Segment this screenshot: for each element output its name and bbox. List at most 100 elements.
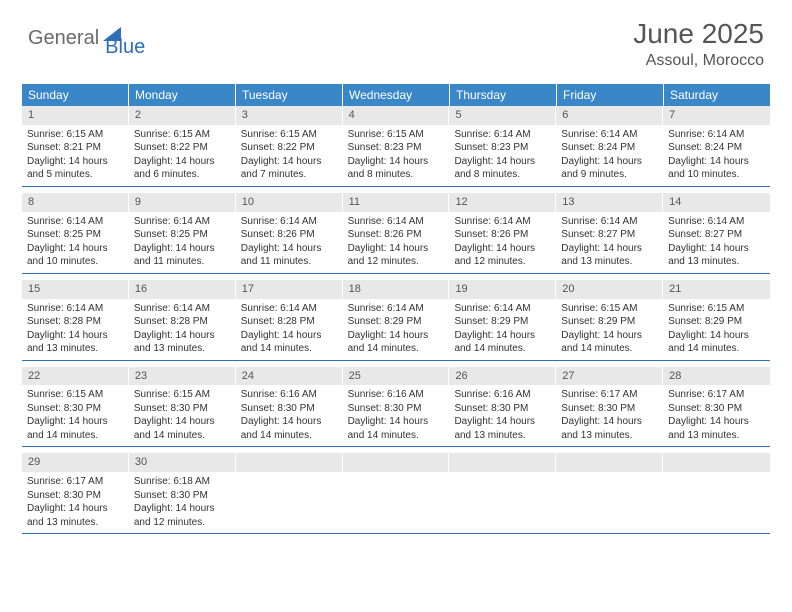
day-line: Sunset: 8:30 PM <box>241 402 338 416</box>
day-line: Daylight: 14 hours <box>348 242 445 256</box>
day-details: Sunrise: 6:14 AMSunset: 8:28 PMDaylight:… <box>22 299 129 356</box>
day-line: Daylight: 14 hours <box>134 242 231 256</box>
day-line: Sunset: 8:30 PM <box>668 402 765 416</box>
day-line: Sunset: 8:23 PM <box>348 141 445 155</box>
calendar-day: 7Sunrise: 6:14 AMSunset: 8:24 PMDaylight… <box>663 106 770 186</box>
day-line: Sunrise: 6:14 AM <box>668 215 765 229</box>
day-line: and 13 minutes. <box>134 342 231 356</box>
day-line: Sunrise: 6:14 AM <box>454 302 551 316</box>
calendar-day: 30Sunrise: 6:18 AMSunset: 8:30 PMDayligh… <box>129 453 236 533</box>
day-line: Sunrise: 6:15 AM <box>561 302 658 316</box>
day-details <box>556 472 663 475</box>
day-number: 3 <box>236 106 343 125</box>
day-details: Sunrise: 6:17 AMSunset: 8:30 PMDaylight:… <box>663 385 770 442</box>
day-line: Daylight: 14 hours <box>561 415 658 429</box>
day-line: Daylight: 14 hours <box>241 242 338 256</box>
calendar-day: 5Sunrise: 6:14 AMSunset: 8:23 PMDaylight… <box>449 106 556 186</box>
day-line: and 12 minutes. <box>348 255 445 269</box>
day-number: 20 <box>556 280 663 299</box>
day-line: Sunrise: 6:14 AM <box>134 302 231 316</box>
day-line: and 13 minutes. <box>27 342 124 356</box>
weekday-header: Friday <box>557 84 664 106</box>
day-line: Sunrise: 6:14 AM <box>454 215 551 229</box>
calendar-day <box>343 453 450 533</box>
calendar-day: 24Sunrise: 6:16 AMSunset: 8:30 PMDayligh… <box>236 367 343 447</box>
day-line: Daylight: 14 hours <box>134 415 231 429</box>
day-line: and 14 minutes. <box>348 342 445 356</box>
calendar: SundayMondayTuesdayWednesdayThursdayFrid… <box>22 84 770 534</box>
day-line: Sunset: 8:24 PM <box>561 141 658 155</box>
day-number: 14 <box>663 193 770 212</box>
day-line: and 12 minutes. <box>134 516 231 530</box>
day-line: Daylight: 14 hours <box>454 155 551 169</box>
day-line: Daylight: 14 hours <box>134 502 231 516</box>
calendar-week: 29Sunrise: 6:17 AMSunset: 8:30 PMDayligh… <box>22 453 770 534</box>
day-number: 2 <box>129 106 236 125</box>
day-line: and 9 minutes. <box>561 168 658 182</box>
day-line: and 8 minutes. <box>454 168 551 182</box>
day-line: Sunset: 8:29 PM <box>454 315 551 329</box>
day-line: Sunset: 8:30 PM <box>27 402 124 416</box>
day-line: Sunrise: 6:15 AM <box>668 302 765 316</box>
day-line: Daylight: 14 hours <box>27 502 124 516</box>
day-number: 28 <box>663 367 770 386</box>
day-number: 29 <box>22 453 129 472</box>
day-line: Sunrise: 6:16 AM <box>241 388 338 402</box>
calendar-day: 26Sunrise: 6:16 AMSunset: 8:30 PMDayligh… <box>449 367 556 447</box>
day-details: Sunrise: 6:14 AMSunset: 8:27 PMDaylight:… <box>663 212 770 269</box>
day-number: 4 <box>343 106 450 125</box>
day-details: Sunrise: 6:14 AMSunset: 8:28 PMDaylight:… <box>129 299 236 356</box>
day-line: Sunset: 8:30 PM <box>561 402 658 416</box>
day-line: Daylight: 14 hours <box>27 329 124 343</box>
day-line: Sunset: 8:30 PM <box>134 402 231 416</box>
day-line: Daylight: 14 hours <box>454 415 551 429</box>
calendar-day: 25Sunrise: 6:16 AMSunset: 8:30 PMDayligh… <box>343 367 450 447</box>
day-line: and 10 minutes. <box>668 168 765 182</box>
day-details: Sunrise: 6:16 AMSunset: 8:30 PMDaylight:… <box>449 385 556 442</box>
day-details: Sunrise: 6:17 AMSunset: 8:30 PMDaylight:… <box>22 472 129 529</box>
day-number: 23 <box>129 367 236 386</box>
day-number: 24 <box>236 367 343 386</box>
logo-text-blue: Blue <box>105 36 145 59</box>
day-details: Sunrise: 6:17 AMSunset: 8:30 PMDaylight:… <box>556 385 663 442</box>
day-line: Daylight: 14 hours <box>348 155 445 169</box>
day-details <box>236 472 343 475</box>
day-line: Sunrise: 6:14 AM <box>134 215 231 229</box>
day-line: Sunset: 8:26 PM <box>241 228 338 242</box>
day-number: 27 <box>556 367 663 386</box>
day-line: Sunrise: 6:14 AM <box>454 128 551 142</box>
day-number: 13 <box>556 193 663 212</box>
day-line: and 14 minutes. <box>241 342 338 356</box>
day-details: Sunrise: 6:15 AMSunset: 8:21 PMDaylight:… <box>22 125 129 182</box>
day-line: Sunset: 8:27 PM <box>561 228 658 242</box>
title-block: June 2025 Assoul, Morocco <box>633 18 764 70</box>
weekday-header-row: SundayMondayTuesdayWednesdayThursdayFrid… <box>22 84 770 106</box>
day-line: Daylight: 14 hours <box>561 242 658 256</box>
day-details: Sunrise: 6:14 AMSunset: 8:24 PMDaylight:… <box>663 125 770 182</box>
day-line: Daylight: 14 hours <box>27 242 124 256</box>
day-details: Sunrise: 6:14 AMSunset: 8:29 PMDaylight:… <box>343 299 450 356</box>
day-number: 18 <box>343 280 450 299</box>
calendar-day: 13Sunrise: 6:14 AMSunset: 8:27 PMDayligh… <box>556 193 663 273</box>
day-line: and 13 minutes. <box>668 429 765 443</box>
day-number: 15 <box>22 280 129 299</box>
day-number: 26 <box>449 367 556 386</box>
day-line: Daylight: 14 hours <box>134 329 231 343</box>
day-number: 8 <box>22 193 129 212</box>
day-line: Sunset: 8:28 PM <box>27 315 124 329</box>
day-line: Sunrise: 6:15 AM <box>241 128 338 142</box>
day-line: and 11 minutes. <box>134 255 231 269</box>
calendar-day: 2Sunrise: 6:15 AMSunset: 8:22 PMDaylight… <box>129 106 236 186</box>
day-line: and 14 minutes. <box>668 342 765 356</box>
day-number: 17 <box>236 280 343 299</box>
day-number <box>663 453 770 472</box>
day-line: Sunrise: 6:14 AM <box>668 128 765 142</box>
day-number <box>236 453 343 472</box>
day-line: and 13 minutes. <box>561 255 658 269</box>
day-line: Sunrise: 6:16 AM <box>454 388 551 402</box>
day-line: Daylight: 14 hours <box>27 415 124 429</box>
day-line: Sunset: 8:28 PM <box>241 315 338 329</box>
day-line: and 14 minutes. <box>348 429 445 443</box>
calendar-day: 20Sunrise: 6:15 AMSunset: 8:29 PMDayligh… <box>556 280 663 360</box>
day-line: and 6 minutes. <box>134 168 231 182</box>
